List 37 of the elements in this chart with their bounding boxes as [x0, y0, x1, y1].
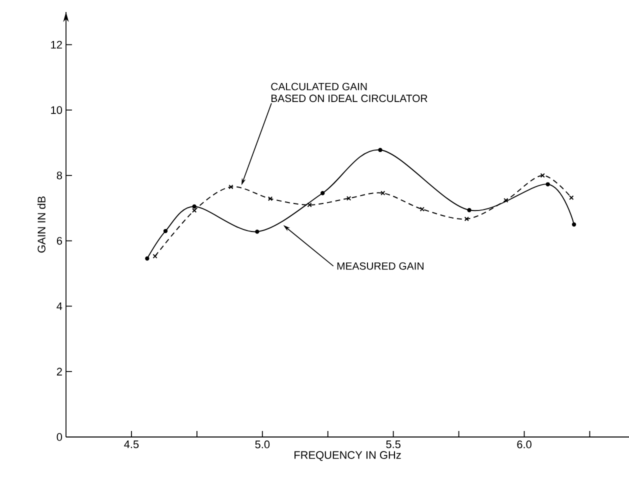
point — [464, 216, 469, 222]
y-tick-label: 2 — [56, 368, 62, 376]
point — [420, 206, 424, 212]
annotation: BASED ON IDEAL CIRCULATOR — [272, 94, 428, 102]
point — [572, 222, 576, 227]
point — [255, 230, 260, 234]
point — [192, 208, 197, 213]
y-tick-label: 8 — [56, 172, 62, 180]
point — [228, 184, 234, 190]
y-axis-title: GAIN IN dB — [37, 196, 46, 253]
y-tick-label: 4 — [56, 302, 62, 310]
x-tick-label: 6.0 — [517, 440, 532, 448]
point — [467, 208, 472, 212]
point — [346, 196, 352, 201]
point — [152, 254, 158, 259]
y-tick-label: 12 — [51, 40, 62, 49]
point — [540, 173, 545, 178]
point — [569, 195, 574, 200]
y-tick-label: 0 — [56, 433, 62, 441]
x-tick-label: 5.0 — [255, 440, 270, 448]
point — [378, 148, 382, 152]
x-tick-label: 5.5 — [386, 440, 400, 448]
annotation: CALCULATED GAIN — [271, 82, 367, 90]
annotation: MEASURED GAIN — [337, 262, 424, 270]
x-axis-title: FREQUENCY IN GHz — [294, 451, 401, 461]
point — [307, 202, 312, 208]
point — [380, 190, 386, 196]
x-tick-label: 4.5 — [124, 440, 139, 448]
point — [192, 204, 196, 209]
y-tick-label: 6 — [56, 236, 62, 245]
point — [145, 256, 150, 261]
point — [320, 191, 325, 196]
point — [546, 182, 550, 186]
point — [268, 196, 273, 202]
point — [504, 198, 508, 203]
y-tick-label: 10 — [51, 106, 62, 114]
point — [163, 228, 168, 234]
